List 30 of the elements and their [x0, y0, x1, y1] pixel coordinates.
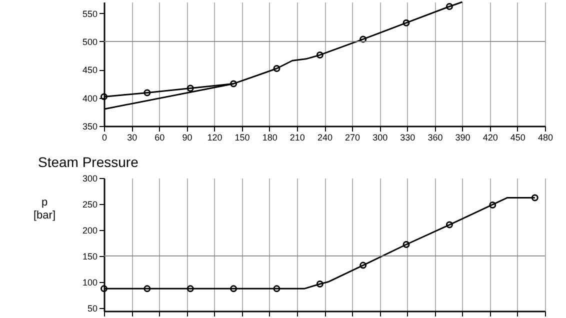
y-tick-label: 350 — [82, 122, 98, 132]
x-tick-label: 30 — [127, 132, 138, 142]
x-tick-label: 240 — [317, 132, 333, 142]
x-tick-label: 180 — [262, 132, 278, 142]
y-tick-label: 400 — [82, 93, 98, 104]
y-tick-label: 100 — [82, 277, 98, 288]
x-tick-label: 90 — [182, 132, 192, 142]
x-tick-label: 60 — [154, 132, 165, 142]
y-tick-label: 250 — [82, 199, 98, 210]
y-axis-title: p [bar] — [33, 196, 56, 222]
y-tick-label: 450 — [82, 65, 98, 76]
x-tick-label: 150 — [234, 132, 250, 142]
x-tick-label: 420 — [482, 132, 498, 142]
chart-title: Steam Pressure — [38, 154, 139, 170]
y-tick-label: 550 — [82, 8, 98, 19]
y-tick-label: 50 — [87, 303, 98, 314]
y-tick-label: 200 — [82, 225, 98, 236]
y-tick-label: 150 — [82, 251, 98, 262]
x-tick-label: 450 — [510, 132, 526, 142]
y-tick-label: 500 — [82, 36, 98, 47]
x-tick-label: 270 — [345, 132, 360, 142]
x-tick-label: 360 — [428, 132, 443, 142]
x-tick-label: 390 — [455, 132, 470, 142]
x-tick-label: 330 — [400, 132, 416, 142]
x-tick-label: 210 — [290, 132, 305, 142]
x-tick-label: 120 — [207, 132, 222, 142]
x-tick-label: 480 — [538, 132, 554, 142]
x-tick-label: 300 — [372, 132, 388, 142]
y-tick-label: 300 — [82, 174, 98, 184]
x-tick-label: 0 — [102, 132, 108, 142]
